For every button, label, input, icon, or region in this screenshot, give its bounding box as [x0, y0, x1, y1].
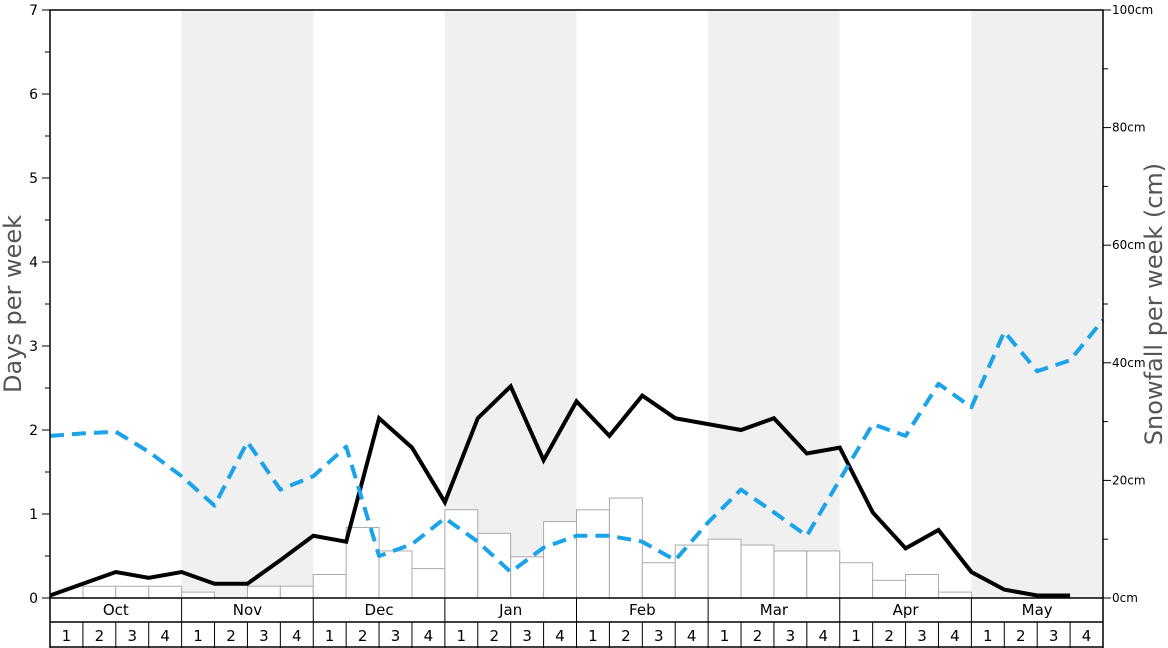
right-axis-title: Snowfall per week (cm): [1140, 163, 1168, 445]
left-tick-label: 4: [29, 255, 38, 271]
month-label: Apr: [893, 601, 920, 619]
week-label: 4: [160, 627, 170, 645]
snowfall-bar: [872, 579, 907, 599]
week-label: 3: [127, 627, 137, 645]
week-label: 2: [884, 627, 894, 645]
snowfall-bar: [82, 585, 117, 599]
snowfall-bar: [937, 591, 972, 599]
solid-series-line: [49, 382, 1071, 598]
week-label: 3: [259, 627, 269, 645]
snowfall-bar: [576, 509, 610, 599]
week-label: 2: [489, 627, 499, 645]
week-label: 2: [358, 627, 368, 645]
snowfall-bar: [378, 550, 413, 599]
week-label: 3: [522, 627, 532, 645]
right-tick-label: 60cm: [1112, 238, 1146, 252]
snowfall-bar: [312, 573, 347, 599]
month-label: Jan: [498, 601, 522, 619]
month-label: May: [1022, 601, 1053, 619]
week-label: 1: [851, 627, 861, 645]
snowfall-bar: [905, 573, 939, 599]
week-label: 1: [588, 627, 598, 645]
snowfall-bar: [641, 562, 676, 599]
week-label: 2: [621, 627, 631, 645]
week-label: 4: [819, 627, 829, 645]
week-label: 1: [193, 627, 203, 645]
series-lines: [49, 318, 1105, 598]
left-tick-label: 1: [29, 507, 38, 523]
week-label: 4: [292, 627, 302, 645]
snowfall-bar: [148, 585, 183, 599]
x-axis-months-weeks: Oct 1 2 3 4 Nov 1 2 3 4 Dec 1 2 3 4 Jan 1 2 3 4 Feb 1 2 3 4 Mar 1 2…: [49, 598, 1104, 648]
chart-axes: 0 1 2 3 4 5 6 7 0cm 20cm 40cm 60cm 80cm 100cm: [29, 3, 1153, 607]
snowfall-bar: [543, 521, 577, 599]
month-label: Oct: [103, 601, 129, 619]
snowfall-bar: [806, 550, 841, 599]
month-label: Feb: [629, 601, 656, 619]
snowfall-bar: [246, 585, 281, 599]
left-tick-label: 6: [29, 87, 38, 103]
left-tick-label: 7: [29, 3, 38, 19]
month-shade-band: [444, 10, 577, 598]
week-label: 2: [1016, 627, 1026, 645]
right-tick-label: 100cm: [1112, 3, 1153, 17]
month-shading: [181, 10, 1103, 598]
week-label: 4: [555, 627, 565, 645]
week-label: 1: [62, 627, 72, 645]
week-label: 1: [720, 627, 730, 645]
right-tick-label: 40cm: [1112, 356, 1146, 370]
week-label: 3: [1049, 627, 1059, 645]
right-tick-label: 20cm: [1112, 473, 1146, 487]
snowfall-bar: [279, 585, 314, 599]
week-label: 1: [983, 627, 993, 645]
snowfall-bar: [707, 538, 742, 599]
month-shade-band: [181, 10, 314, 598]
snowfall-bar: [181, 591, 216, 599]
week-label: 4: [950, 627, 960, 645]
week-label: 1: [457, 627, 467, 645]
week-label: 3: [654, 627, 664, 645]
right-tick-label: 80cm: [1112, 121, 1146, 135]
snowfall-bar: [773, 550, 808, 599]
snowfall-bar: [608, 497, 643, 599]
left-tick-label: 0: [29, 591, 38, 607]
week-label: 2: [226, 627, 236, 645]
snowfall-bar: [115, 585, 150, 599]
month-label: Dec: [365, 601, 394, 619]
snowfall-bar: [510, 556, 545, 599]
week-label: 2: [95, 627, 105, 645]
week-label: 4: [687, 627, 697, 645]
month-shade-band: [971, 10, 1103, 598]
dashed-series-line: [49, 318, 1105, 574]
left-axis-title: Days per week: [0, 215, 27, 393]
snowfall-bar: [839, 562, 874, 599]
week-label: 4: [1082, 627, 1092, 645]
month-label: Mar: [760, 601, 789, 619]
snowfall-bar: [740, 544, 775, 599]
week-label: 3: [391, 627, 401, 645]
week-label: 4: [424, 627, 434, 645]
left-tick-label: 3: [29, 339, 38, 355]
week-label: 3: [917, 627, 927, 645]
left-tick-label: 2: [29, 423, 38, 439]
snowfall-bar: [411, 568, 446, 599]
week-label: 1: [325, 627, 335, 645]
week-label: 2: [753, 627, 763, 645]
week-label: 3: [786, 627, 796, 645]
month-label: Nov: [233, 601, 262, 619]
right-tick-label: 0cm: [1112, 591, 1138, 605]
left-tick-label: 5: [29, 171, 38, 187]
